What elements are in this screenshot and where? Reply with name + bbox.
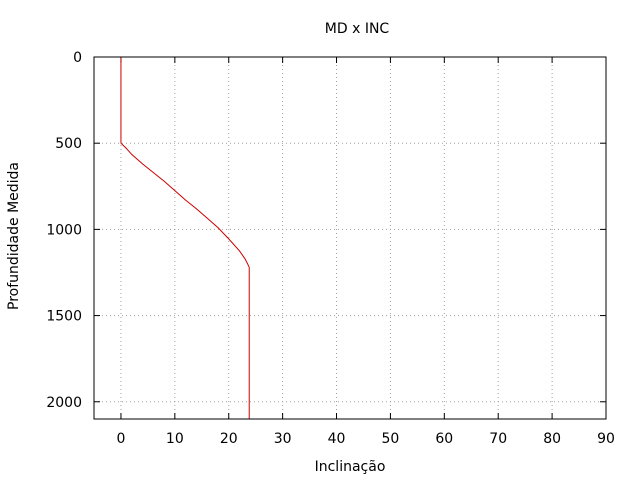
y-tick-label: 2000	[46, 395, 82, 411]
y-axis-title: Profundidade Medida	[6, 162, 22, 310]
x-tick-label: 50	[382, 431, 400, 447]
x-tick-label: 80	[543, 431, 561, 447]
y-tick-label: 1500	[46, 309, 82, 325]
y-tick-label: 0	[73, 50, 82, 66]
plot-frame	[93, 56, 607, 420]
y-tick-label: 1000	[46, 222, 82, 238]
x-tick-label: 30	[274, 431, 292, 447]
x-tick-label: 10	[166, 431, 184, 447]
x-tick-label: 70	[489, 431, 507, 447]
x-tick-label: 0	[116, 431, 125, 447]
tick-label-layer: 0 10 20 30 40 50 60 70 80 90 0 500 1000 1500 2000	[46, 50, 615, 447]
series-line-1	[120, 57, 250, 419]
x-tick-label: 90	[597, 431, 615, 447]
tick-layer	[94, 56, 607, 419]
x-axis-title: Inclinação	[315, 459, 386, 475]
y-tick-label: 500	[55, 136, 82, 152]
x-tick-label: 60	[435, 431, 453, 447]
series-layer	[120, 57, 250, 419]
chart-title: MD x INC	[325, 21, 390, 37]
grid-layer	[94, 56, 607, 419]
x-tick-label: 20	[220, 431, 238, 447]
x-tick-label: 40	[328, 431, 346, 447]
